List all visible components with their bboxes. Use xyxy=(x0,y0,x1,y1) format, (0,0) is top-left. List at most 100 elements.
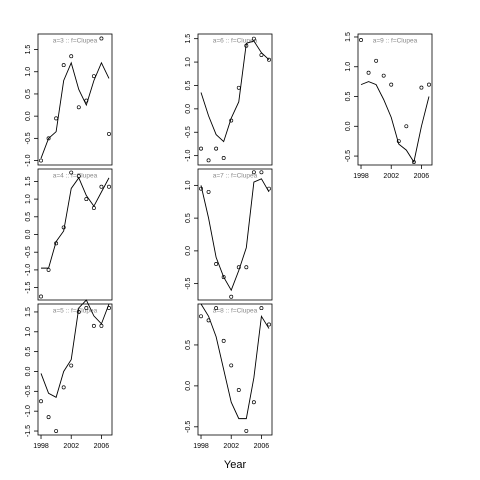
observed-point xyxy=(39,294,43,299)
panel-frame xyxy=(37,168,113,301)
y-tick-label: 1.0 xyxy=(25,327,32,337)
panel-title: a=9 :: f=Clupea xyxy=(373,38,418,45)
observed-point xyxy=(69,54,74,59)
y-tick-label: 1.5 xyxy=(25,307,32,317)
observed-point xyxy=(84,197,89,202)
y-tick-label: -0.5 xyxy=(345,150,352,162)
panel-frame xyxy=(197,168,273,301)
observed-point xyxy=(244,43,249,48)
fitted-line xyxy=(40,61,110,159)
observed-point xyxy=(404,124,409,129)
y-tick-label: 0.5 xyxy=(185,213,192,223)
observed-point xyxy=(76,105,81,110)
fitted-line xyxy=(40,299,110,398)
observed-point xyxy=(46,415,51,420)
fitted-line xyxy=(360,81,430,164)
observed-point xyxy=(76,174,81,179)
observed-point xyxy=(419,85,424,90)
y-tick-label: 0.5 xyxy=(185,340,192,350)
x-tick-label: 1998 xyxy=(353,173,369,180)
y-tick-label: -1.0 xyxy=(25,264,32,276)
observed-point xyxy=(61,63,66,68)
panel-frame xyxy=(197,303,273,436)
y-tick-label: -1.0 xyxy=(25,405,32,417)
y-tick-label: 1.0 xyxy=(25,67,32,77)
observed-point xyxy=(411,160,416,164)
y-tick-label: 0.0 xyxy=(345,121,352,131)
observed-point xyxy=(91,74,96,79)
y-tick-label: 0.5 xyxy=(25,212,32,222)
panel-frame xyxy=(37,303,113,436)
observed-point xyxy=(259,306,264,311)
observed-point xyxy=(99,184,104,189)
observed-point xyxy=(46,136,51,141)
y-tick-label: 0.0 xyxy=(25,111,32,121)
observed-point xyxy=(91,323,96,328)
y-tick-label: 1.0 xyxy=(185,57,192,67)
y-tick-label: 1.5 xyxy=(25,176,32,186)
observed-point xyxy=(374,58,379,63)
panel-title: a=7 :: f=Clupea xyxy=(213,173,258,180)
observed-point xyxy=(236,265,241,270)
y-tick-label: 0.0 xyxy=(25,367,32,377)
fitted-line xyxy=(200,303,270,420)
panel-title: a=6 :: f=Clupea xyxy=(213,38,258,45)
x-tick-label: 1998 xyxy=(193,443,209,450)
x-tick-label: 2002 xyxy=(63,443,79,450)
observed-point xyxy=(107,131,111,136)
observed-point xyxy=(427,82,431,87)
observed-point xyxy=(84,306,89,310)
y-tick-label: 1.5 xyxy=(345,32,352,42)
x-tick-label: 2006 xyxy=(254,443,270,450)
observed-point xyxy=(199,146,203,151)
panel-title: a=4 :: f=Clupea xyxy=(53,173,98,180)
observed-point xyxy=(259,53,264,58)
y-tick-label: 0.5 xyxy=(25,89,32,99)
observed-point xyxy=(389,82,394,87)
x-tick-label: 2002 xyxy=(223,443,239,450)
fitted-line xyxy=(41,176,110,269)
observed-point xyxy=(39,158,43,163)
panel-title: a=8 :: f=Clupea xyxy=(213,308,258,315)
x-tick-label: 2006 xyxy=(94,443,110,450)
observed-point xyxy=(236,388,241,392)
observed-point xyxy=(221,338,226,343)
observed-point xyxy=(229,363,234,368)
observed-point xyxy=(221,156,226,160)
observed-point xyxy=(251,36,256,41)
y-tick-label: -0.5 xyxy=(25,246,32,258)
observed-point xyxy=(214,146,219,151)
observed-point xyxy=(251,400,256,405)
observed-point xyxy=(366,70,371,75)
panel-frame xyxy=(197,33,273,166)
observed-point xyxy=(396,139,401,144)
observed-point xyxy=(69,170,74,175)
observed-point xyxy=(199,314,203,319)
observed-point xyxy=(259,170,264,175)
y-tick-label: 0.5 xyxy=(345,92,352,102)
y-tick-label: 1.0 xyxy=(25,194,32,204)
y-tick-label: -1.0 xyxy=(185,150,192,162)
observed-point xyxy=(84,98,89,103)
observed-point xyxy=(54,241,59,246)
observed-point xyxy=(381,73,386,78)
observed-point xyxy=(76,309,81,314)
observed-point xyxy=(107,306,111,310)
observed-point xyxy=(206,189,211,194)
observed-point xyxy=(267,322,271,327)
observed-point xyxy=(214,262,219,266)
observed-point xyxy=(54,116,59,121)
panel-title: a=3 :: f=Clupea xyxy=(53,38,98,45)
y-tick-label: -1.5 xyxy=(25,281,32,293)
observed-point xyxy=(251,170,256,175)
y-tick-label: 1.0 xyxy=(345,62,352,72)
fitted-line xyxy=(200,40,270,143)
observed-point xyxy=(244,265,249,270)
observed-point xyxy=(267,57,271,62)
y-tick-label: 1.5 xyxy=(25,45,32,55)
x-tick-label: 2006 xyxy=(414,173,430,180)
y-tick-label: -0.5 xyxy=(185,126,192,138)
observed-point xyxy=(54,429,59,433)
observed-point xyxy=(221,275,226,280)
